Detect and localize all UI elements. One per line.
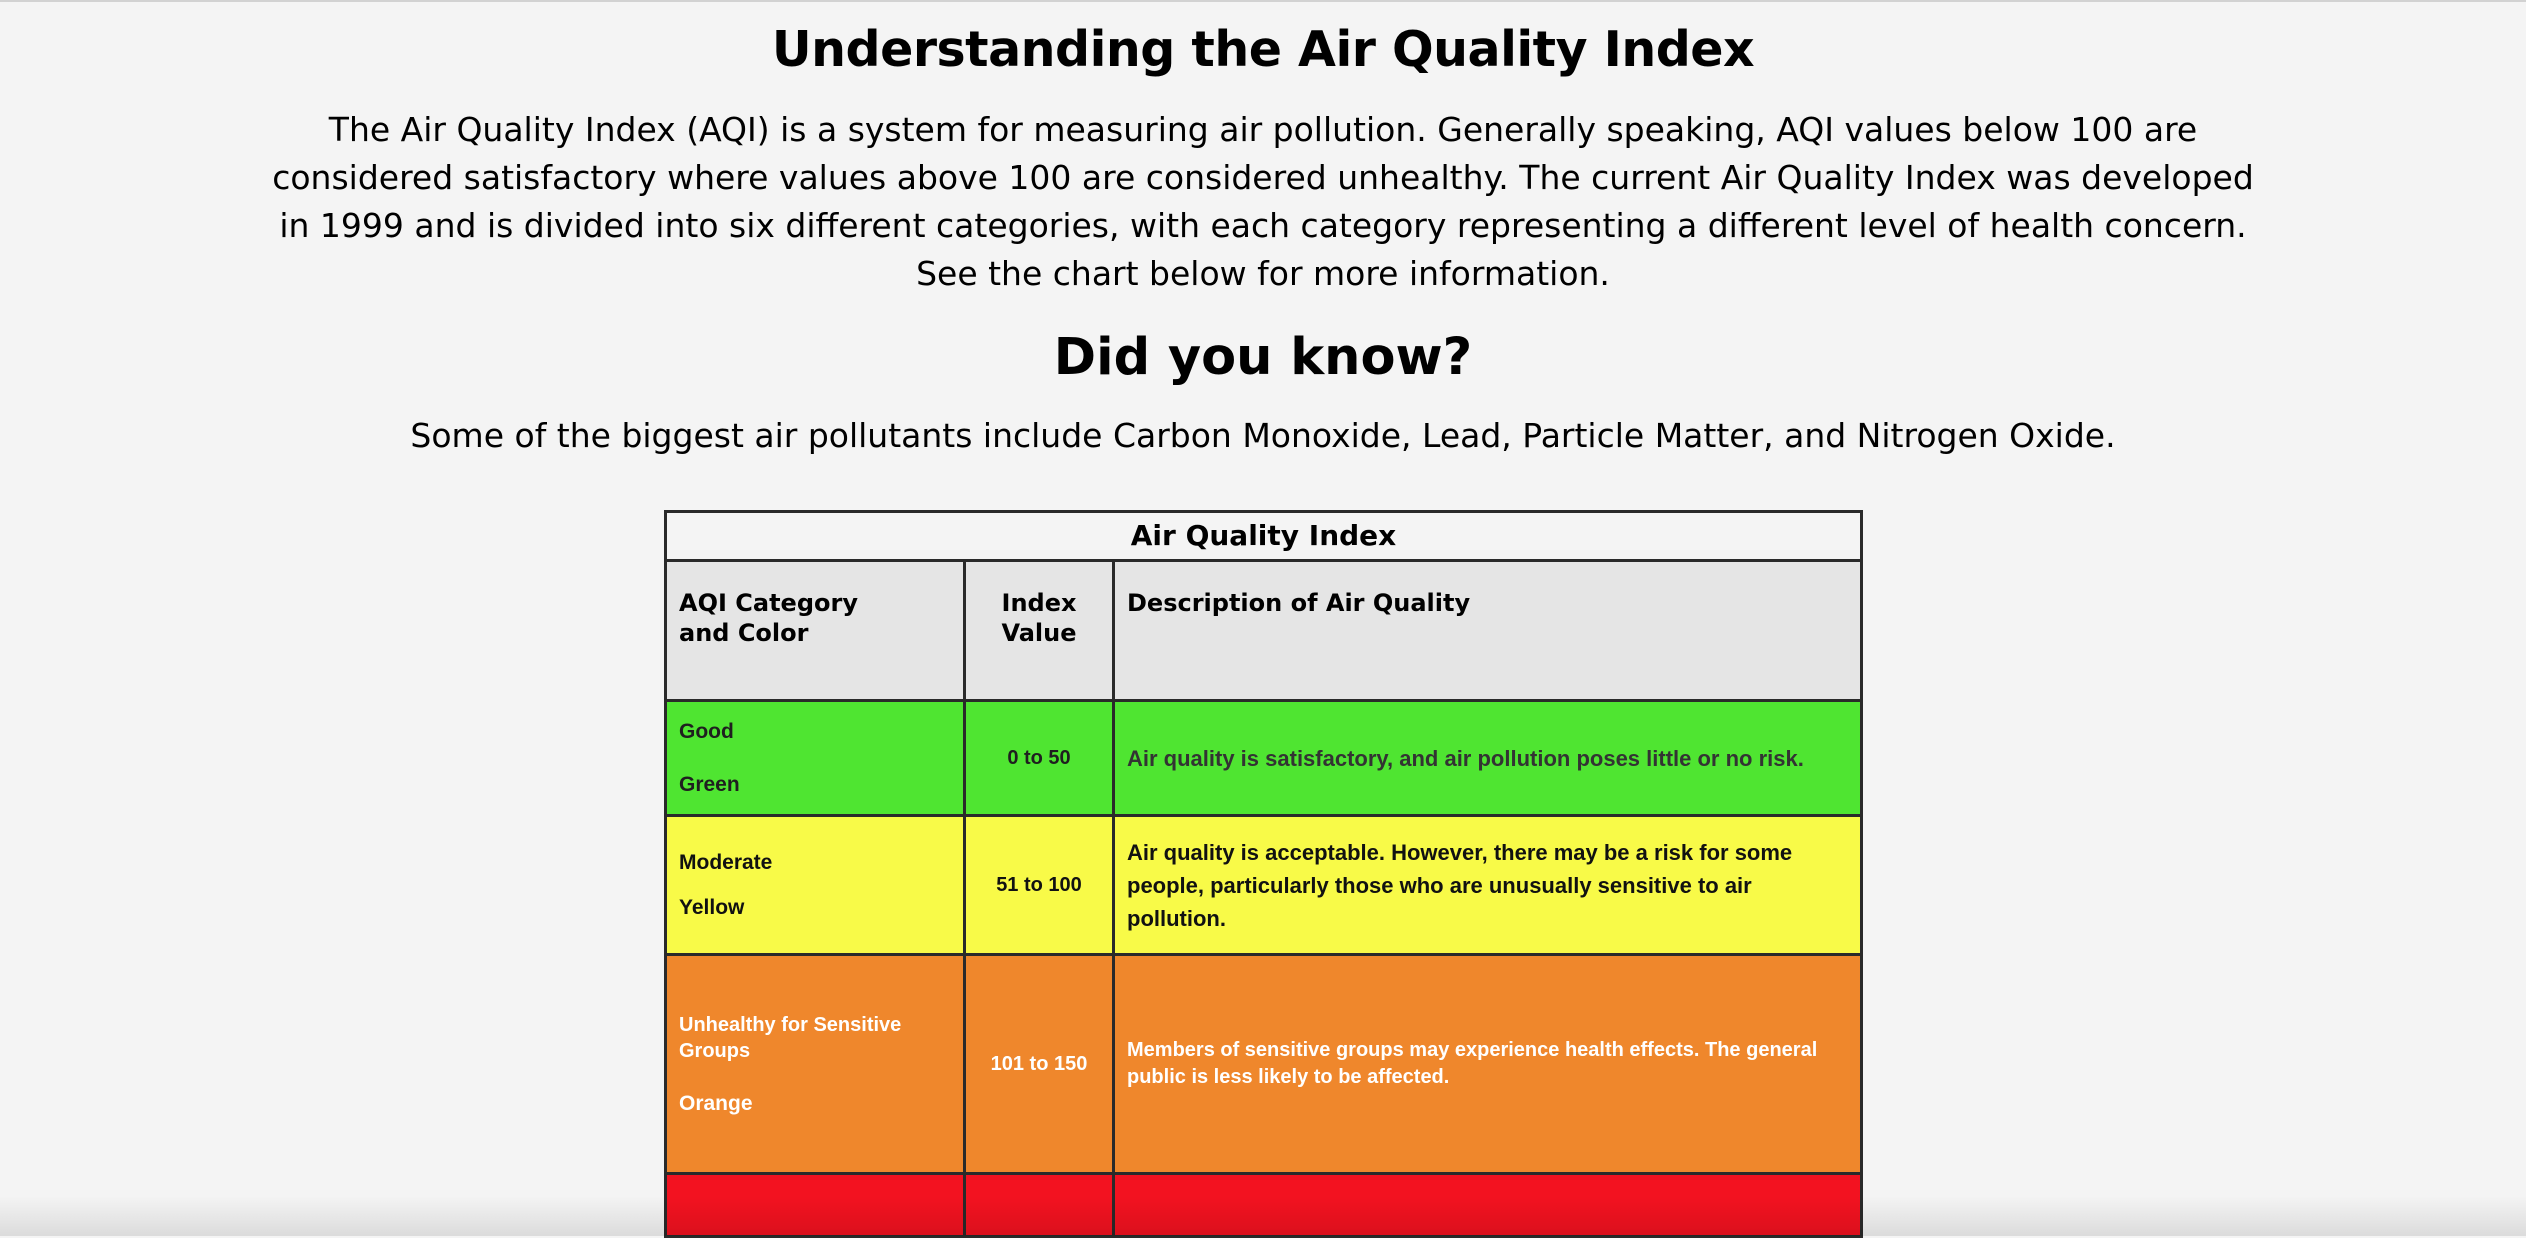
table-row-moderate: Moderate Yellow 51 to 100 Air quality is… [667,817,1860,956]
category-name: Moderate [679,850,773,874]
aqi-table: Air Quality Index AQI Category and Color… [664,510,1863,1238]
category-color: Green [679,772,740,796]
header-description: Description of Air Quality [1115,562,1860,699]
header-category: AQI Category and Color [667,562,966,699]
category-name: Unhealthy for Sensitive Groups [679,1013,902,1062]
header-description-label: Description of Air Quality [1127,589,1471,617]
index-cell: 0 to 50 [966,702,1115,814]
header-category-line1: AQI Category [679,589,858,617]
header-index: Index Value [966,562,1115,699]
page-title: Understanding the Air Quality Index [771,21,1755,78]
description-cell [1115,1175,1860,1235]
table-caption: Air Quality Index [667,513,1860,562]
header-index-line2: Value [1001,619,1077,647]
table-row-good: Good Green 0 to 50 Air quality is satisf… [667,702,1860,817]
intro-paragraph: The Air Quality Index (AQI) is a system … [272,110,2254,293]
header-category-line2: and Color [679,619,809,647]
table-header-row: AQI Category and Color Index Value Descr… [667,562,1860,702]
category-cell: Moderate Yellow [667,817,966,953]
category-cell: Good Green [667,702,966,814]
index-range: 101 to 150 [990,1052,1088,1075]
index-range: 51 to 100 [996,873,1082,896]
description-text: Members of sensitive groups may experien… [1127,1039,1818,1088]
index-range: 0 to 50 [1007,746,1071,769]
category-color: Yellow [679,895,745,919]
index-cell [966,1175,1115,1235]
category-color: Orange [679,1091,753,1115]
description-cell: Members of sensitive groups may experien… [1115,956,1860,1172]
category-cell [667,1175,966,1235]
table-row-unhealthy [667,1175,1860,1235]
description-cell: Air quality is acceptable. However, ther… [1115,817,1860,953]
index-cell: 101 to 150 [966,956,1115,1172]
did-you-know-heading: Did you know? [1053,328,1473,387]
description-text: Air quality is satisfactory, and air pol… [1127,745,1804,771]
header-index-line1: Index [1001,589,1077,617]
description-text: Air quality is acceptable. However, ther… [1127,839,1793,931]
table-row-sensitive-groups: Unhealthy for Sensitive Groups Orange 10… [667,956,1860,1175]
description-cell: Air quality is satisfactory, and air pol… [1115,702,1860,814]
top-border [0,0,2526,2]
category-cell: Unhealthy for Sensitive Groups Orange [667,956,966,1172]
index-cell: 51 to 100 [966,817,1115,953]
pollutants-fact: Some of the biggest air pollutants inclu… [410,416,2116,455]
category-name: Good [679,719,734,743]
